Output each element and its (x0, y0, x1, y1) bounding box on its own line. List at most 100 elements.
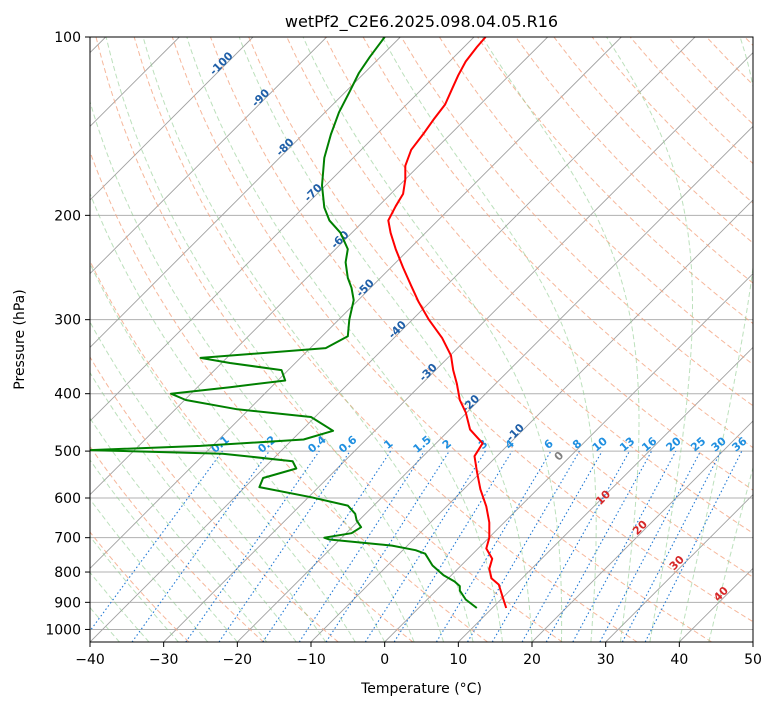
isotherm-30 (605, 494, 753, 642)
moist-adiabat--24 (90, 498, 209, 642)
isotherm-0 (384, 273, 753, 642)
moist-adiabat--28 (90, 535, 179, 642)
moist-adiabat-4 (90, 99, 415, 642)
isotherm--70 (90, 37, 475, 422)
dry-adiabat-100 (400, 37, 753, 407)
dry-adiabat-180 (706, 37, 753, 86)
mixing-ratio-line-8 (393, 450, 513, 642)
isotherm-40 (679, 567, 753, 642)
moist-adiabat--8 (90, 321, 327, 642)
isotherm--60 (90, 37, 548, 496)
y-tick-label: 400 (54, 387, 81, 403)
mixing-ratio-line-0 (90, 450, 223, 632)
dry-adiabat-130 (515, 37, 753, 284)
isotherm-label: -30 (417, 361, 440, 384)
y-tick-label: 1000 (45, 622, 81, 638)
y-tick-label: 700 (54, 531, 81, 547)
isotherm-50 (752, 641, 753, 642)
profiles (90, 37, 508, 609)
mixing-ratio-label: 2 (440, 437, 454, 452)
dry-adiabat-10 (90, 150, 488, 642)
x-tick-label: 0 (380, 652, 389, 668)
mixing-ratio-line-15 (599, 450, 702, 642)
y-tick-label: 100 (54, 30, 81, 46)
mixing-ratio-label: 8 (570, 437, 584, 452)
moist-adiabat-44 (708, 465, 753, 642)
x-tick-label: −20 (223, 652, 253, 668)
x-tick-label: −30 (149, 652, 179, 668)
mixing-ratio-line-2 (185, 450, 320, 642)
isotherm-20 (531, 420, 753, 642)
y-tick-label: 800 (54, 565, 81, 581)
mixing-ratio-line-10 (467, 450, 580, 642)
mixing-ratio-label: 1.5 (411, 433, 434, 455)
temperature-profile (387, 37, 508, 609)
dry-adiabat--20 (90, 445, 264, 642)
moist-adiabat--32 (90, 571, 150, 642)
mixing-ratio-line-17 (644, 450, 743, 642)
dry-adiabat-170 (668, 37, 753, 125)
dry-adiabat--10 (90, 356, 339, 642)
moist-adiabat-8 (105, 37, 445, 642)
isotherm--20 (237, 125, 753, 642)
y-tick-label: 300 (54, 313, 81, 329)
y-tick-label: 200 (54, 208, 81, 224)
mixing-ratio-line-4 (262, 450, 392, 642)
moist-adiabat--4 (90, 262, 356, 642)
moist-adiabat-20 (238, 37, 533, 642)
isotherm-label: -80 (273, 135, 296, 158)
chart-title: wetPf2_C2E6.2025.098.04.05.R16 (285, 12, 558, 32)
moist-adiabat-0 (90, 192, 386, 642)
dry-adiabat-150 (591, 37, 753, 204)
isotherm--50 (90, 37, 622, 569)
dry-adiabat-40 (171, 37, 712, 642)
background-lines (90, 37, 753, 642)
y-tick-label: 600 (54, 491, 81, 507)
dry-adiabat-190 (744, 37, 753, 47)
isotherm--40 (90, 37, 696, 642)
dry-adiabat-0 (90, 259, 414, 642)
x-tick-label: 40 (670, 652, 688, 668)
x-tick-label: 30 (597, 652, 615, 668)
moist-adiabat--12 (90, 371, 297, 642)
moist-adiabat--20 (90, 459, 238, 642)
isotherm--100 (90, 37, 254, 201)
dewpoint-profile (90, 37, 478, 609)
isotherm--80 (90, 37, 401, 348)
isotherm--90 (90, 37, 327, 275)
y-tick-label: 500 (54, 444, 81, 460)
isotherm-label: -50 (354, 276, 377, 299)
mixing-ratio-label: 6 (542, 437, 556, 452)
isotherm-10 (458, 346, 753, 642)
moist-adiabat--16 (90, 417, 268, 642)
moist-adiabat-32 (481, 37, 640, 642)
mixing-ratio-line-13 (545, 450, 653, 642)
isotherm-label: -100 (207, 49, 236, 78)
moist-adiabat-28 (381, 37, 597, 642)
y-axis-label: Pressure (hPa) (12, 289, 28, 389)
mixing-ratio-label: 0.2 (255, 433, 278, 455)
x-tick-label: 20 (523, 652, 541, 668)
plot-frame (89, 36, 754, 643)
x-tick-label: 50 (744, 652, 762, 668)
dry-adiabat-20 (95, 37, 563, 642)
mixing-ratio-line-14 (572, 450, 677, 642)
mixing-ratio-line-12 (521, 450, 630, 642)
moist-adiabat-40 (678, 37, 753, 642)
isotherm-label: -40 (386, 318, 409, 341)
mixing-ratio-label: 1 (381, 437, 395, 452)
y-tick-label: 900 (54, 595, 81, 611)
moist-adiabat-16 (186, 37, 503, 642)
dry-adiabat-80 (324, 37, 753, 491)
x-tick-label: −40 (75, 652, 105, 668)
dry-adiabat--30 (90, 531, 190, 642)
mixing-ratio-line-7 (364, 450, 486, 642)
moist-adiabat-label: 40 (711, 584, 731, 604)
x-axis-label: Temperature (°C) (360, 681, 482, 697)
x-tick-label: 10 (449, 652, 467, 668)
isotherm-label: -90 (249, 86, 272, 109)
mixing-ratio-line-11 (491, 450, 603, 642)
mixing-ratio-line-9 (435, 450, 552, 642)
y-axis: 100 200 300 400 500 600 700 800 900 1000 (45, 30, 90, 638)
